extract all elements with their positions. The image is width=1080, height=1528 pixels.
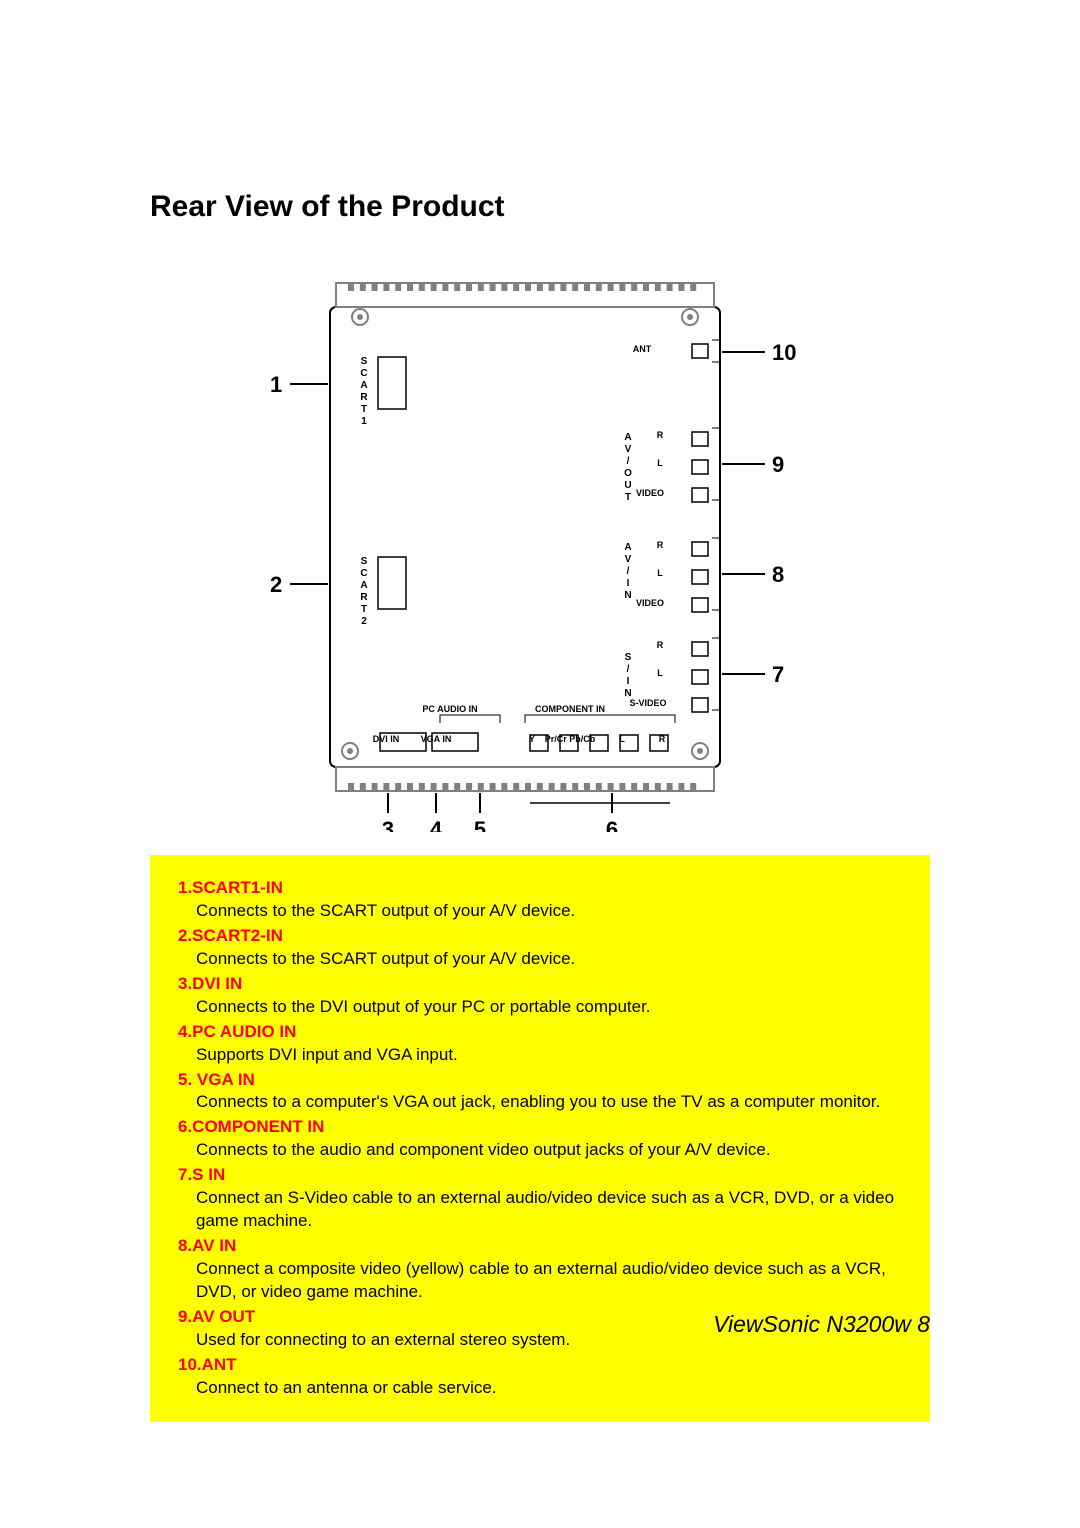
svg-text:C: C (360, 368, 367, 379)
svg-text:2: 2 (270, 572, 282, 597)
svg-text:A: A (624, 542, 631, 553)
svg-text:L: L (657, 568, 663, 578)
svg-text:L: L (657, 458, 663, 468)
svg-text:/: / (627, 456, 630, 467)
svg-text:9: 9 (772, 452, 784, 477)
svg-text:/: / (627, 566, 630, 577)
legend-item-head: 4.PC AUDIO IN (178, 1021, 902, 1044)
svg-text:1: 1 (270, 372, 282, 397)
svg-text:A: A (624, 432, 631, 443)
svg-text:L: L (657, 668, 663, 678)
svg-text:V: V (625, 554, 632, 565)
legend-item-head: 7.S IN (178, 1164, 902, 1187)
rear-view-diagram: SCART1SCART2AV/OUTAV/INS/INANTRLVIDEORLV… (260, 252, 820, 837)
svg-text:A: A (360, 380, 367, 391)
legend-item-desc: Connects to a computer's VGA out jack, e… (196, 1091, 902, 1114)
svg-text:2: 2 (361, 616, 367, 627)
svg-text:R: R (657, 640, 664, 650)
svg-text:A: A (360, 580, 367, 591)
footer-text: ViewSonic N3200w 8 (713, 1311, 930, 1338)
svg-text:1: 1 (361, 416, 367, 427)
svg-text:L: L (619, 734, 625, 744)
svg-text:I: I (627, 578, 630, 589)
svg-text:T: T (361, 604, 367, 615)
legend-item-desc: Connect to an antenna or cable service. (196, 1377, 902, 1400)
legend-item-desc: Connects to the DVI output of your PC or… (196, 996, 902, 1019)
legend-item-head: 10.ANT (178, 1354, 902, 1377)
legend-item-head: 1.SCART1-IN (178, 877, 902, 900)
svg-text:COMPONENT IN: COMPONENT IN (535, 704, 605, 714)
svg-text:R: R (659, 734, 666, 744)
svg-text:/: / (627, 664, 630, 675)
svg-text:N: N (624, 590, 631, 601)
svg-text:10: 10 (772, 340, 796, 365)
svg-text:O: O (624, 468, 632, 479)
svg-text:5: 5 (474, 817, 486, 832)
svg-text:R: R (360, 392, 368, 403)
svg-text:7: 7 (772, 662, 784, 687)
legend-item-head: 8.AV IN (178, 1235, 902, 1258)
legend-item-desc: Connect an S-Video cable to an external … (196, 1187, 902, 1233)
svg-text:VIDEO: VIDEO (636, 598, 664, 608)
svg-text:S-VIDEO: S-VIDEO (629, 698, 666, 708)
legend-item-desc: Connects to the SCART output of your A/V… (196, 948, 902, 971)
legend-item-head: 2.SCART2-IN (178, 925, 902, 948)
svg-text:V: V (625, 444, 632, 455)
svg-text:S: S (625, 652, 632, 663)
svg-text:Pr/Cr Pb/Cb: Pr/Cr Pb/Cb (545, 734, 596, 744)
svg-text:DVI IN: DVI IN (373, 734, 400, 744)
svg-text:U: U (624, 480, 631, 491)
svg-text:T: T (361, 404, 367, 415)
legend-item-desc: Supports DVI input and VGA input. (196, 1044, 902, 1067)
svg-text:8: 8 (772, 562, 784, 587)
legend-item-head: 3.DVI IN (178, 973, 902, 996)
legend-item-desc: Connects to the audio and component vide… (196, 1139, 902, 1162)
svg-text:3: 3 (382, 817, 394, 832)
svg-text:S: S (361, 356, 368, 367)
svg-text:R: R (657, 430, 664, 440)
svg-text:R: R (360, 592, 368, 603)
svg-text:S: S (361, 556, 368, 567)
svg-text:PC AUDIO IN: PC AUDIO IN (422, 704, 477, 714)
svg-text:VGA IN: VGA IN (421, 734, 452, 744)
svg-text:R: R (657, 540, 664, 550)
page-title: Rear View of the Product (150, 190, 1080, 224)
svg-text:I: I (627, 676, 630, 687)
document-page: Rear View of the Product SCART1SCART2AV/… (0, 0, 1080, 1528)
svg-text:ANT: ANT (633, 344, 652, 354)
svg-text:C: C (360, 568, 367, 579)
svg-text:6: 6 (606, 817, 618, 832)
svg-text:Y: Y (529, 734, 535, 744)
legend-item-desc: Connect a composite video (yellow) cable… (196, 1258, 902, 1304)
legend-item-head: 5. VGA IN (178, 1069, 902, 1092)
svg-text:VIDEO: VIDEO (636, 488, 664, 498)
legend-item-head: 6.COMPONENT IN (178, 1116, 902, 1139)
svg-text:T: T (625, 492, 631, 503)
legend-item-desc: Connects to the SCART output of your A/V… (196, 900, 902, 923)
svg-text:4: 4 (430, 817, 443, 832)
